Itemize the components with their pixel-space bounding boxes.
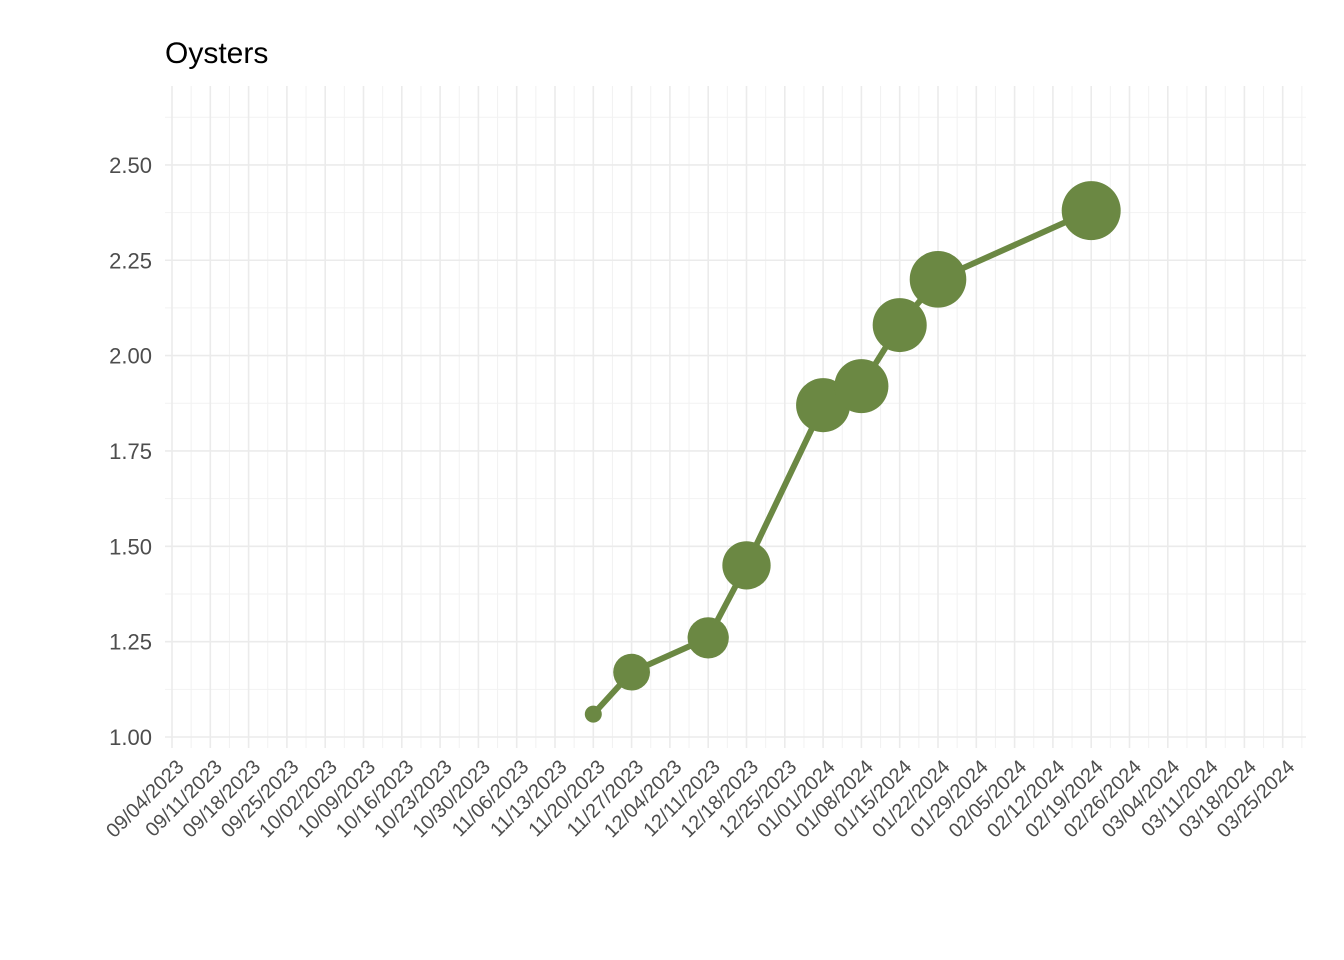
y-tick-label: 2.50: [109, 153, 152, 178]
y-tick-label: 1.25: [109, 630, 152, 655]
y-tick-label: 1.00: [109, 725, 152, 750]
data-point: [584, 705, 602, 723]
series: [584, 181, 1121, 723]
grid: [165, 86, 1306, 748]
y-tick-label: 2.00: [109, 344, 152, 369]
data-point: [687, 617, 729, 659]
data-point: [1061, 181, 1121, 241]
data-point: [872, 298, 927, 353]
chart-title: Oysters: [165, 37, 268, 70]
data-point: [613, 653, 650, 691]
y-axis-ticks: 1.00 1.25 1.50 1.75 2.00 2.25 2.50: [109, 153, 152, 750]
x-axis-ticks: 09/04/202309/11/202309/18/202309/25/2023…: [102, 756, 1299, 842]
y-tick-label: 1.75: [109, 439, 152, 464]
y-tick-label: 1.50: [109, 534, 152, 559]
data-point: [834, 359, 889, 414]
data-point: [909, 251, 967, 308]
data-point: [722, 541, 771, 590]
y-tick-label: 2.25: [109, 248, 152, 273]
